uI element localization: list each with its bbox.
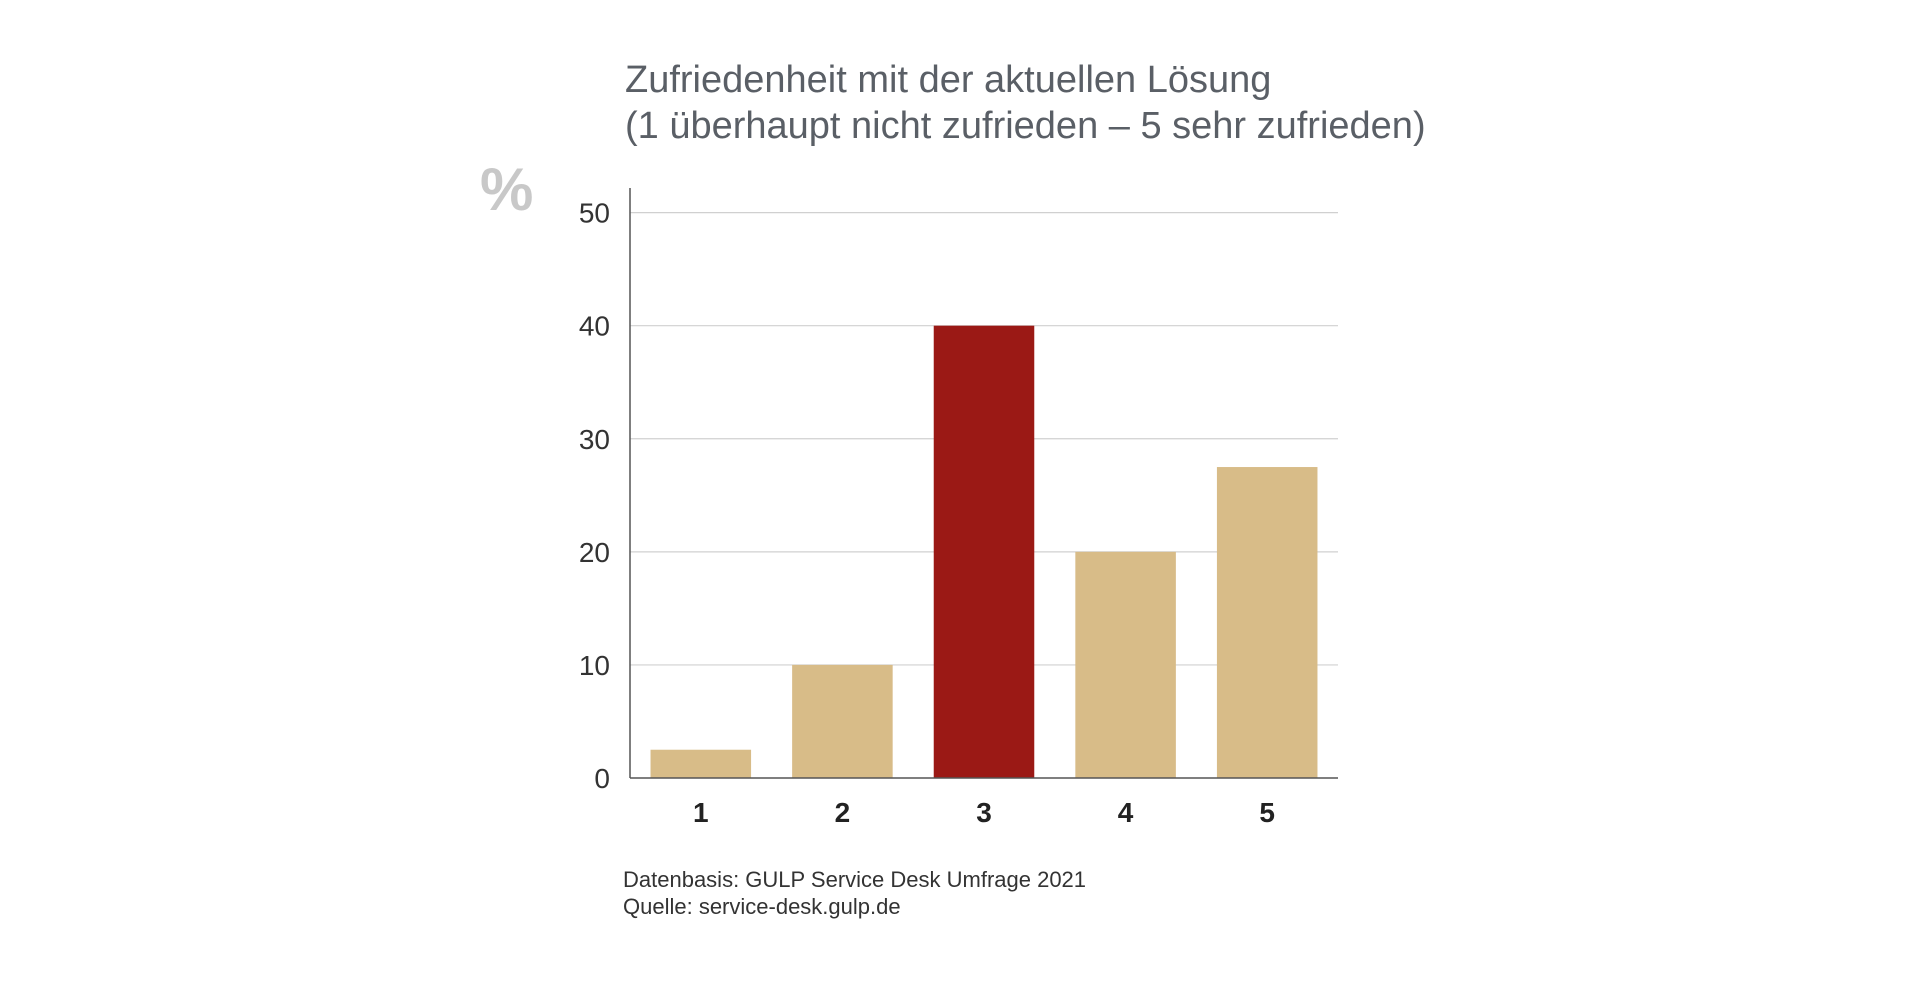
x-tick-label: 1	[693, 797, 709, 828]
bar-4	[1075, 551, 1176, 778]
chart-subtitle: (1 überhaupt nicht zufrieden – 5 sehr zu…	[625, 105, 1426, 147]
y-tick-label: 50	[579, 198, 610, 229]
chart-title: Zufriedenheit mit der aktuellen Lösung	[625, 59, 1272, 101]
bar-1	[650, 749, 752, 778]
bars	[650, 325, 1318, 778]
x-tick-label: 5	[1259, 797, 1275, 828]
y-tick-label: 40	[579, 311, 610, 342]
x-tick-labels: 1 2 3 4 5	[693, 797, 1275, 828]
y-tick-label: 20	[579, 537, 610, 568]
bar-2	[792, 664, 893, 778]
x-tick-label: 4	[1118, 797, 1134, 828]
bar-3	[933, 325, 1035, 778]
unit-label: %	[480, 156, 534, 223]
source-note: Quelle: service-desk.gulp.de	[623, 894, 901, 919]
y-tick-label: 30	[579, 424, 610, 455]
y-tick-label: 0	[594, 763, 610, 794]
y-tick-labels: 0 10 20 30 40 50	[579, 198, 610, 794]
axes	[629, 188, 1338, 779]
y-tick-label: 10	[579, 650, 610, 681]
x-tick-label: 3	[976, 797, 992, 828]
data-basis-note: Datenbasis: GULP Service Desk Umfrage 20…	[623, 867, 1087, 892]
bar-5	[1216, 467, 1318, 778]
x-tick-label: 2	[835, 797, 851, 828]
